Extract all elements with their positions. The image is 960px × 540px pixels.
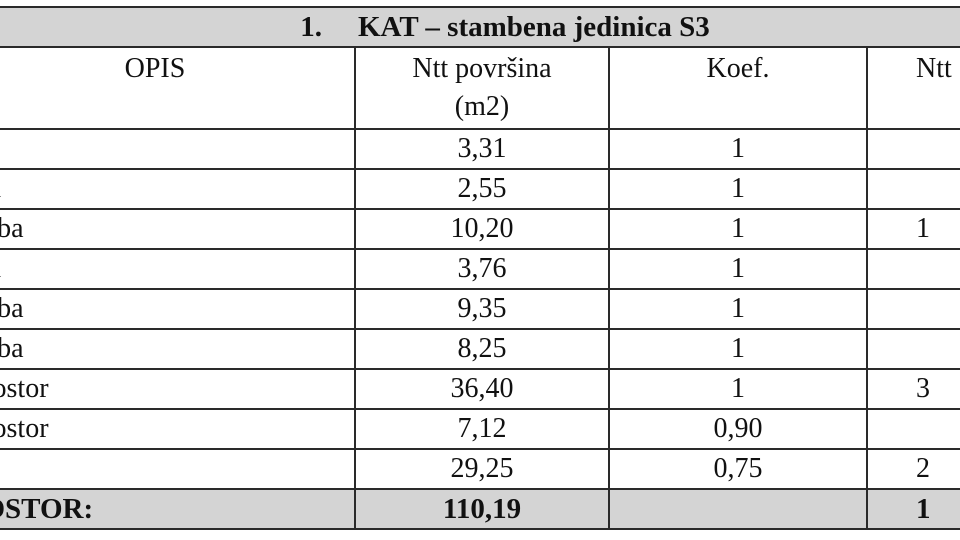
row-koef: 1: [608, 288, 868, 330]
row-area: 7,12: [354, 408, 610, 450]
row-koef: 1: [608, 128, 868, 170]
header-koef: Koef.: [608, 46, 868, 130]
row-opis: deroba: [0, 128, 356, 170]
header-ntt: Ntt: [865, 46, 960, 130]
row-opis: evni prostor: [0, 408, 356, 450]
header-ntt-label: Ntt: [916, 53, 952, 84]
table-row: evni prostor 7,12 0,90: [0, 408, 960, 450]
row-area: 9,35: [354, 288, 610, 330]
row-ntt: 1: [865, 208, 960, 250]
row-opis-text: baonica: [0, 171, 1, 207]
row-ntt: 2: [865, 448, 960, 490]
row-area: 3,31: [354, 128, 610, 170]
row-opis-text: vaća soba: [0, 293, 24, 324]
row-ntt: [865, 248, 960, 290]
row-opis-text: vaća soba: [0, 213, 24, 244]
row-ntt: [865, 328, 960, 370]
header-area-line2: (m2): [454, 91, 510, 122]
table-title-row: 1. KAT – stambena jedinica S3: [0, 6, 960, 48]
row-opis-text: baonica: [0, 251, 1, 287]
table-row: gia 29,25 0,75 2: [0, 448, 960, 490]
row-koef: 1: [608, 248, 868, 290]
table-row: vaća soba 8,25 1: [0, 328, 960, 370]
title-text: KAT – stambena jedinica S3: [358, 11, 710, 43]
row-area: 3,76: [354, 248, 610, 290]
row-area: 29,25: [354, 448, 610, 490]
table-row: deroba 3,31 1: [0, 128, 960, 170]
header-koef-label: Koef.: [706, 53, 770, 84]
row-ntt: 3: [865, 368, 960, 410]
row-koef: 0,75: [608, 448, 868, 490]
table-row: vaća soba 10,20 1 1: [0, 208, 960, 250]
row-opis: vaća soba: [0, 288, 356, 330]
title-number: 1.: [300, 11, 322, 43]
row-koef: 1: [608, 328, 868, 370]
row-opis: gia: [0, 448, 356, 490]
total-label-text: O PROSTOR:: [0, 493, 94, 525]
row-ntt: [865, 288, 960, 330]
header-area-line1: Ntt površina: [412, 53, 552, 84]
total-koef: [608, 488, 868, 530]
total-ntt: 1: [865, 488, 960, 530]
row-opis-text: evni prostor: [0, 373, 49, 404]
row-opis: evni prostor: [0, 368, 356, 410]
total-area: 110,19: [354, 488, 610, 530]
row-koef: 1: [608, 168, 868, 210]
row-koef: 1: [608, 368, 868, 410]
header-opis: OPIS: [0, 46, 356, 130]
row-area: 8,25: [354, 328, 610, 370]
table-row: baonica 2,55 1: [0, 168, 960, 210]
table-title: 1. KAT – stambena jedinica S3: [0, 6, 960, 48]
row-opis: vaća soba: [0, 208, 356, 250]
row-ntt: [865, 408, 960, 450]
total-label: O PROSTOR:: [0, 488, 356, 530]
row-ntt: [865, 128, 960, 170]
area-table: 1. KAT – stambena jedinica S3 OPIS Ntt po…: [0, 6, 960, 530]
row-ntt: [865, 168, 960, 210]
row-opis: baonica: [0, 168, 356, 210]
header-row: OPIS Ntt površina (m2) Koef. Ntt: [0, 46, 960, 130]
area-table-sheet: 1. KAT – stambena jedinica S3 OPIS Ntt po…: [0, 6, 960, 538]
table-row: baonica 3,76 1: [0, 248, 960, 290]
row-area: 2,55: [354, 168, 610, 210]
row-opis: vaća soba: [0, 328, 356, 370]
table-row: vaća soba 9,35 1: [0, 288, 960, 330]
row-koef: 1: [608, 208, 868, 250]
table-row: evni prostor 36,40 1 3: [0, 368, 960, 410]
row-opis: baonica: [0, 248, 356, 290]
row-koef: 0,90: [608, 408, 868, 450]
total-row: O PROSTOR: 110,19 1: [0, 488, 960, 530]
row-area: 36,40: [354, 368, 610, 410]
row-opis-text: vaća soba: [0, 333, 24, 364]
header-area: Ntt površina (m2): [354, 46, 610, 130]
row-opis-text: evni prostor: [0, 413, 49, 444]
row-area: 10,20: [354, 208, 610, 250]
header-opis-label: OPIS: [124, 53, 186, 84]
